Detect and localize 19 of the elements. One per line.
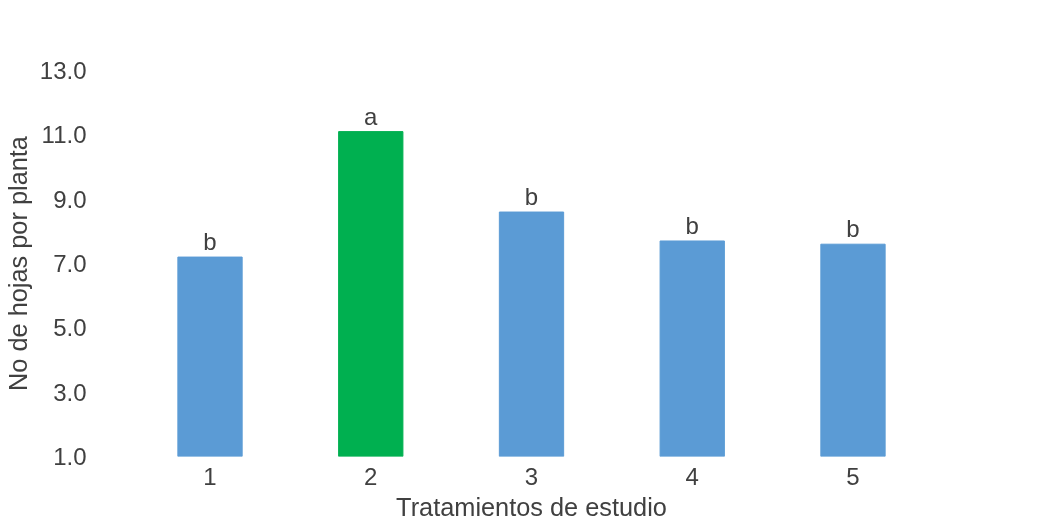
x-tick-label: 5 bbox=[846, 462, 860, 490]
annotation: b bbox=[846, 215, 860, 243]
y-tick-label: 11.0 bbox=[41, 121, 87, 149]
y-tick-label: 1.0 bbox=[53, 443, 87, 470]
y-tick-label: 3.0 bbox=[53, 378, 87, 406]
annotation: b bbox=[685, 211, 699, 239]
x-tick-label: 4 bbox=[685, 462, 699, 490]
y-axis-title: No de hojas por planta bbox=[3, 135, 32, 391]
annotation: b bbox=[203, 228, 217, 256]
x-tick-label: 2 bbox=[364, 462, 378, 490]
y-tick-label: 9.0 bbox=[53, 185, 87, 213]
y-tick-label: 13.0 bbox=[39, 57, 87, 84]
x-tick-label: 3 bbox=[524, 462, 539, 490]
annotation: a bbox=[364, 102, 379, 130]
x-tick-label: 1 bbox=[203, 462, 217, 490]
x-axis-title: Tratamientos de estudio bbox=[396, 492, 667, 521]
y-tick-label: 5.0 bbox=[53, 314, 87, 342]
annotation: b bbox=[524, 183, 539, 211]
y-tick-label: 7.0 bbox=[53, 250, 87, 277]
